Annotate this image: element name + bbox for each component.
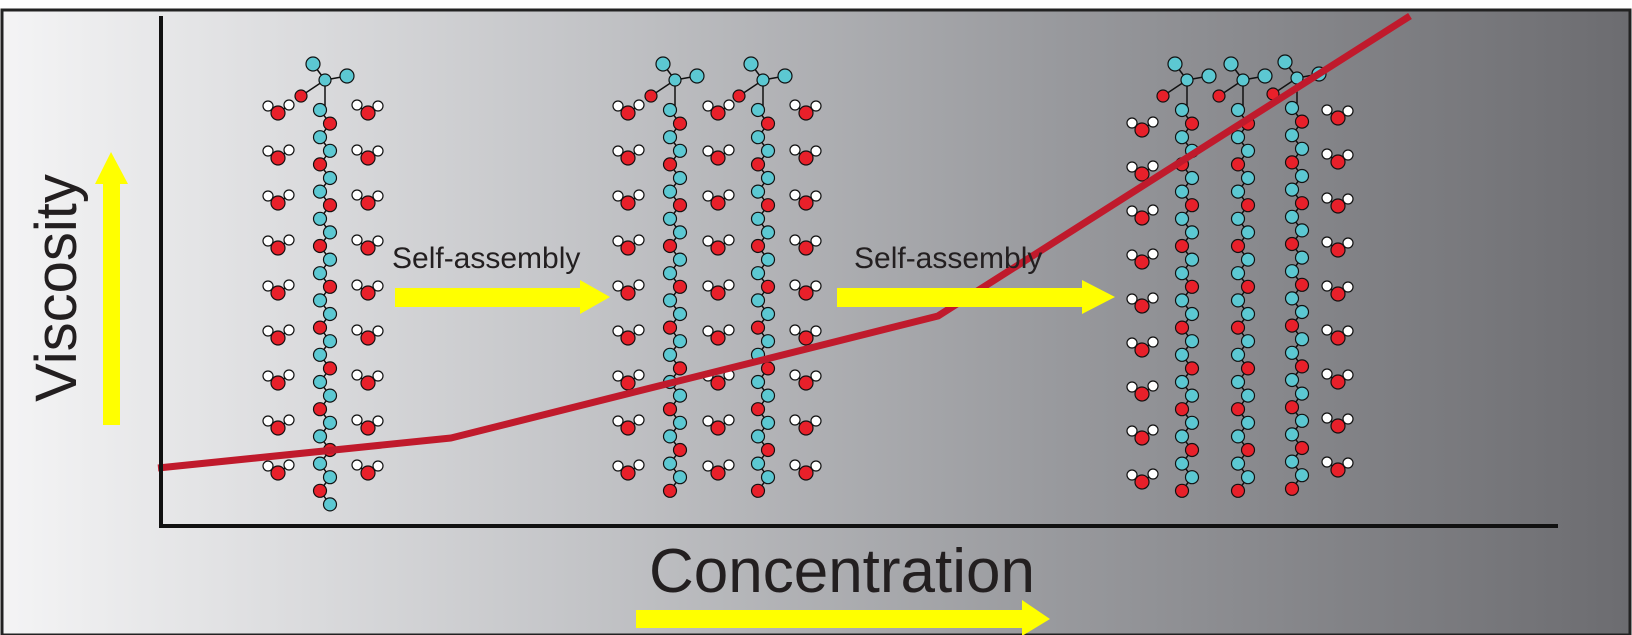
water-molecule	[612, 189, 645, 211]
water-molecule	[1321, 192, 1354, 214]
concentration-arrow	[636, 600, 1050, 635]
water-molecule	[789, 189, 822, 211]
water-molecule	[351, 99, 384, 121]
water-molecule	[1126, 468, 1159, 490]
water-molecule	[262, 459, 295, 481]
surfactant-chain	[1212, 56, 1273, 498]
self-assembly-label-1: Self-assembly	[392, 242, 580, 275]
y-axis-label: Viscosity	[24, 174, 89, 402]
water-molecule	[262, 234, 295, 256]
water-molecule	[789, 369, 822, 391]
water-molecule	[1126, 292, 1159, 314]
surfactant-chain	[732, 56, 793, 498]
water-molecule	[612, 414, 645, 436]
water-molecule	[612, 234, 645, 256]
water-molecule	[1126, 380, 1159, 402]
water-molecule	[789, 279, 822, 301]
water-molecule	[702, 189, 735, 211]
water-molecule	[789, 459, 822, 481]
self-assembly-arrow-2	[837, 280, 1115, 314]
water-molecule	[702, 279, 735, 301]
water-molecule	[702, 459, 735, 481]
water-molecule	[1321, 148, 1354, 170]
water-molecule	[789, 99, 822, 121]
surfactant-chain	[644, 56, 705, 498]
water-molecule	[702, 99, 735, 121]
water-molecule	[1126, 204, 1159, 226]
self-assembly-label-2: Self-assembly	[854, 242, 1042, 275]
surfactant-chain	[294, 56, 355, 512]
water-molecule	[612, 459, 645, 481]
water-molecule	[351, 144, 384, 166]
water-molecule	[262, 369, 295, 391]
water-molecule	[612, 144, 645, 166]
water-molecule	[1321, 236, 1354, 258]
water-molecule	[262, 324, 295, 346]
viscosity-curve	[157, 13, 1412, 472]
water-molecule	[789, 414, 822, 436]
water-molecule	[612, 99, 645, 121]
water-molecule	[262, 144, 295, 166]
water-molecule	[351, 459, 384, 481]
x-axis-label: Concentration	[649, 537, 1035, 606]
water-molecule	[1126, 160, 1159, 182]
self-assembly-arrow-1	[395, 280, 610, 314]
water-molecule	[351, 234, 384, 256]
water-molecule	[262, 189, 295, 211]
water-molecule	[262, 279, 295, 301]
water-molecule	[702, 144, 735, 166]
water-molecule	[1321, 324, 1354, 346]
molecule-layer	[262, 54, 1354, 512]
water-molecule	[1126, 116, 1159, 138]
water-molecule	[612, 369, 645, 391]
water-molecule	[612, 279, 645, 301]
water-molecule	[351, 189, 384, 211]
water-molecule	[789, 324, 822, 346]
water-molecule	[262, 99, 295, 121]
water-molecule	[351, 324, 384, 346]
water-molecule	[702, 234, 735, 256]
water-molecule	[351, 369, 384, 391]
water-molecule	[1126, 424, 1159, 446]
water-molecule	[1321, 104, 1354, 126]
water-molecule	[1321, 412, 1354, 434]
water-molecule	[1321, 280, 1354, 302]
water-molecule	[789, 234, 822, 256]
surfactant-chain	[1156, 56, 1217, 498]
water-molecule	[1321, 456, 1354, 478]
water-molecule	[702, 414, 735, 436]
water-molecule	[262, 414, 295, 436]
water-molecule	[789, 144, 822, 166]
viscosity-arrow	[95, 152, 128, 425]
water-molecule	[1126, 336, 1159, 358]
water-molecule	[351, 279, 384, 301]
water-molecule	[612, 324, 645, 346]
water-molecule	[1321, 368, 1354, 390]
water-molecule	[702, 324, 735, 346]
water-molecule	[351, 414, 384, 436]
water-molecule	[1126, 248, 1159, 270]
